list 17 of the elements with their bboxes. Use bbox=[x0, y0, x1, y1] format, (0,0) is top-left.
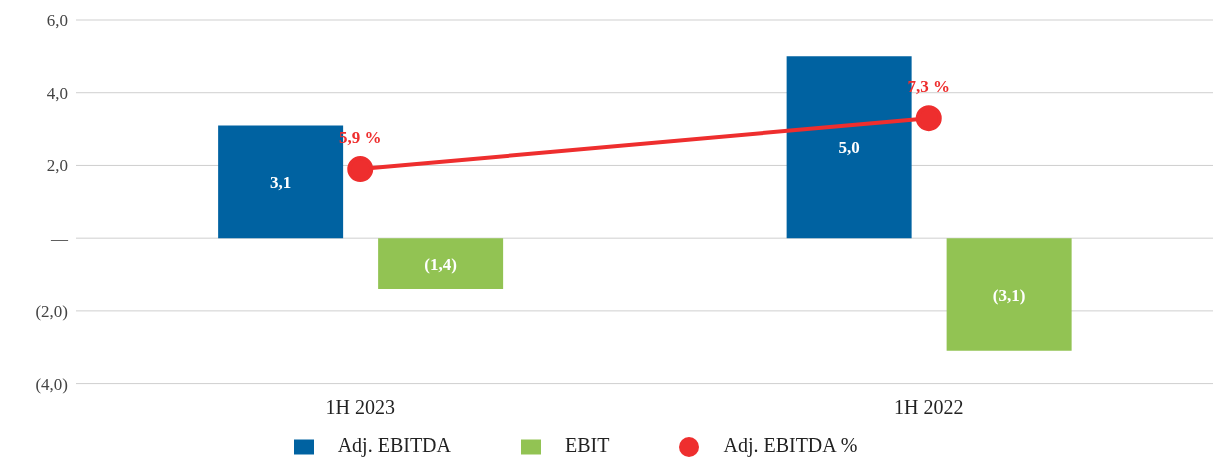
y-tick-label: 2,0 bbox=[46, 156, 68, 176]
x-tick-label: 1H 2022 bbox=[894, 395, 964, 418]
y-tick-label: (2,0) bbox=[35, 301, 68, 321]
legend-label: EBIT bbox=[565, 433, 610, 456]
data-label: 3,1 bbox=[270, 172, 292, 192]
data-label: (1,4) bbox=[424, 254, 457, 274]
bar bbox=[378, 238, 504, 290]
data-label: (3,1) bbox=[992, 285, 1026, 305]
y-tick-label: (4,0) bbox=[35, 374, 68, 394]
y-tick-label: — bbox=[50, 229, 69, 249]
data-label: 5,0 bbox=[838, 138, 860, 158]
bar bbox=[946, 238, 1072, 351]
y-tick-label: 4,0 bbox=[46, 83, 68, 103]
x-tick-label: 1H 2023 bbox=[325, 395, 395, 418]
legend-label: Adj. EBITDA % bbox=[723, 433, 858, 456]
legend-label: Adj. EBITDA bbox=[337, 433, 451, 456]
y-tick-label: 6,0 bbox=[46, 11, 68, 31]
